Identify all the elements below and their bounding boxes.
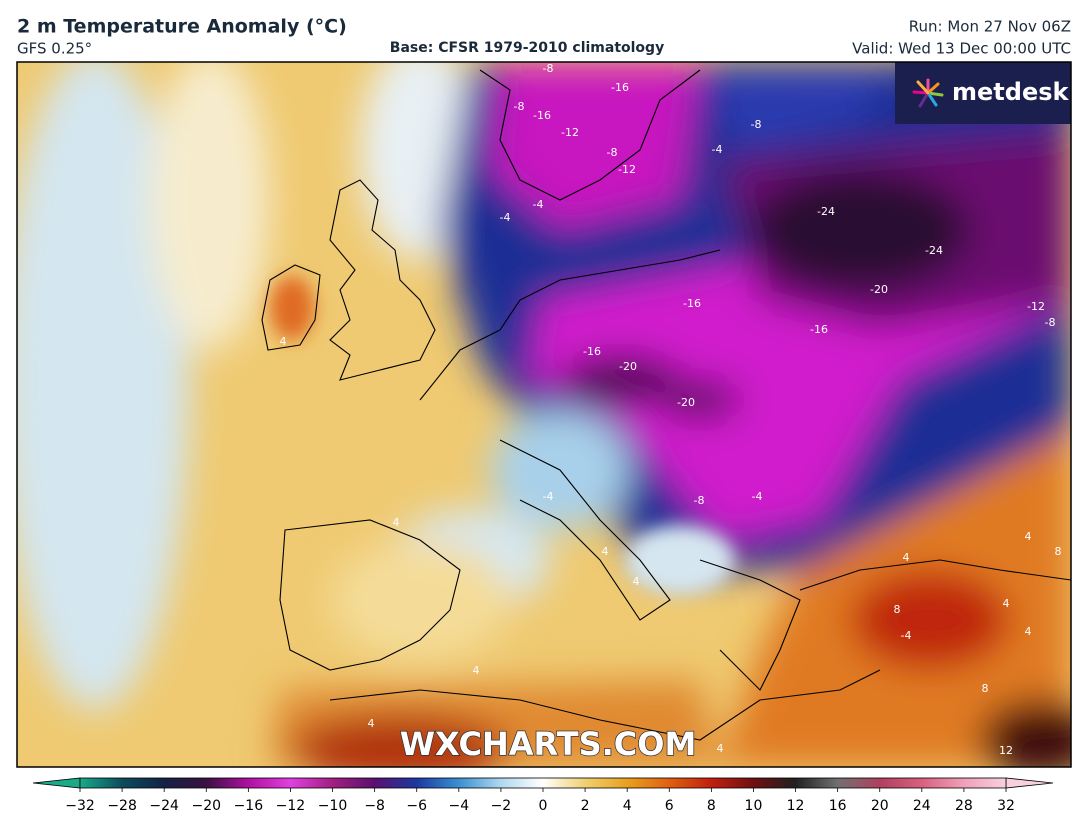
contour-label: -8 xyxy=(543,62,554,75)
contour-label: 4 xyxy=(393,516,400,529)
colorbar-end-low xyxy=(32,777,81,789)
colorbar-tick-label: 20 xyxy=(871,798,889,814)
contour-label: -20 xyxy=(677,396,695,409)
colorbar-end-high xyxy=(1005,777,1054,789)
contour-label: -16 xyxy=(611,81,629,94)
contour-label: -8 xyxy=(751,118,762,131)
colorbar: −32 −28 −24 −20 −16 −12 −10 −8 −6 −4 −2 0 2 4 6 8 10 12 16… xyxy=(32,777,1054,814)
colorbar-tick-label: −32 xyxy=(65,798,95,814)
contour-label: -12 xyxy=(1027,300,1045,313)
watermark: WXCHARTS.COM xyxy=(400,725,697,763)
contour-label: 8 xyxy=(894,603,901,616)
colorbar-tick-label: −4 xyxy=(448,798,469,814)
model: GFS 0.25° xyxy=(17,40,92,58)
coastlines xyxy=(261,69,1071,741)
contour-label: -8 xyxy=(1045,316,1056,329)
contour-label: -12 xyxy=(561,126,579,139)
contour-label: 8 xyxy=(982,682,989,695)
colorbar-tick-label: 8 xyxy=(707,798,716,814)
colorbar-tick-label: 24 xyxy=(913,798,931,814)
contour-label: 4 xyxy=(1025,530,1032,543)
run-time: Run: Mon 27 Nov 06Z xyxy=(909,18,1071,36)
colorbar-tick-label: −12 xyxy=(276,798,306,814)
contour-label: -16 xyxy=(583,345,601,358)
contour-label: -4 xyxy=(533,198,544,211)
contour-label: 4 xyxy=(368,717,375,730)
colorbar-tick-label: −6 xyxy=(406,798,427,814)
logo-text: metdesk xyxy=(952,78,1070,106)
colorbar-tick-label: −2 xyxy=(491,798,512,814)
contour-label: 4 xyxy=(717,742,724,755)
colorbar-tick-label: −8 xyxy=(364,798,385,814)
logo: metdesk xyxy=(895,62,1071,124)
title: 2 m Temperature Anomaly (°C) xyxy=(17,16,347,38)
contour-label: -8 xyxy=(694,494,705,507)
contour-label: -4 xyxy=(543,490,554,503)
map: -8-16-8-16-12-8-12-8-4-4-4-24-24-20-16-1… xyxy=(17,62,1071,767)
map-frame xyxy=(16,61,1072,768)
contour-label: 8 xyxy=(1055,545,1062,558)
contour-label: -16 xyxy=(533,109,551,122)
colorbar-tick-label: −20 xyxy=(191,798,221,814)
colorbar-tick-label: −28 xyxy=(107,798,137,814)
contour-label: 4 xyxy=(280,335,287,348)
contour-label: -16 xyxy=(683,297,701,310)
valid-time: Valid: Wed 13 Dec 00:00 UTC xyxy=(852,40,1071,58)
contour-label: -4 xyxy=(752,490,763,503)
contour-label: -20 xyxy=(619,360,637,373)
colorbar-tick-label: −16 xyxy=(234,798,264,814)
contour-label: -24 xyxy=(817,205,835,218)
colorbar-tick-label: −10 xyxy=(318,798,348,814)
colorbar-tick-label: 10 xyxy=(745,798,763,814)
colorbar-tick-label: 0 xyxy=(539,798,548,814)
contour-label: -20 xyxy=(870,283,888,296)
contour-label: 4 xyxy=(1025,625,1032,638)
colorbar-tick-label: 6 xyxy=(665,798,674,814)
contour-label: -4 xyxy=(500,211,511,224)
colorbar-tick-label: 2 xyxy=(581,798,590,814)
contour-label: 4 xyxy=(602,545,609,558)
contour-label: 4 xyxy=(473,664,480,677)
contour-label: 4 xyxy=(633,575,640,588)
contour-label: -16 xyxy=(810,323,828,336)
contour-label: 4 xyxy=(1003,597,1010,610)
colorbar-tick-label: 12 xyxy=(787,798,805,814)
contour-label: -8 xyxy=(514,100,525,113)
contour-label: -4 xyxy=(712,143,723,156)
contour-label: -24 xyxy=(925,244,943,257)
contour-label: -8 xyxy=(607,146,618,159)
contour-label: -12 xyxy=(618,163,636,176)
colorbar-tick-label: 4 xyxy=(623,798,632,814)
colorbar-tick-label: 28 xyxy=(955,798,973,814)
contour-label: -4 xyxy=(901,629,912,642)
colorbar-scale xyxy=(79,777,1007,789)
colorbar-tick-label: 16 xyxy=(829,798,847,814)
base: Base: CFSR 1979-2010 climatology xyxy=(390,40,664,56)
contour-label: 4 xyxy=(903,551,910,564)
contour-label: 12 xyxy=(999,744,1013,757)
colorbar-tick-label: −24 xyxy=(149,798,179,814)
colorbar-tick-label: 32 xyxy=(997,798,1015,814)
